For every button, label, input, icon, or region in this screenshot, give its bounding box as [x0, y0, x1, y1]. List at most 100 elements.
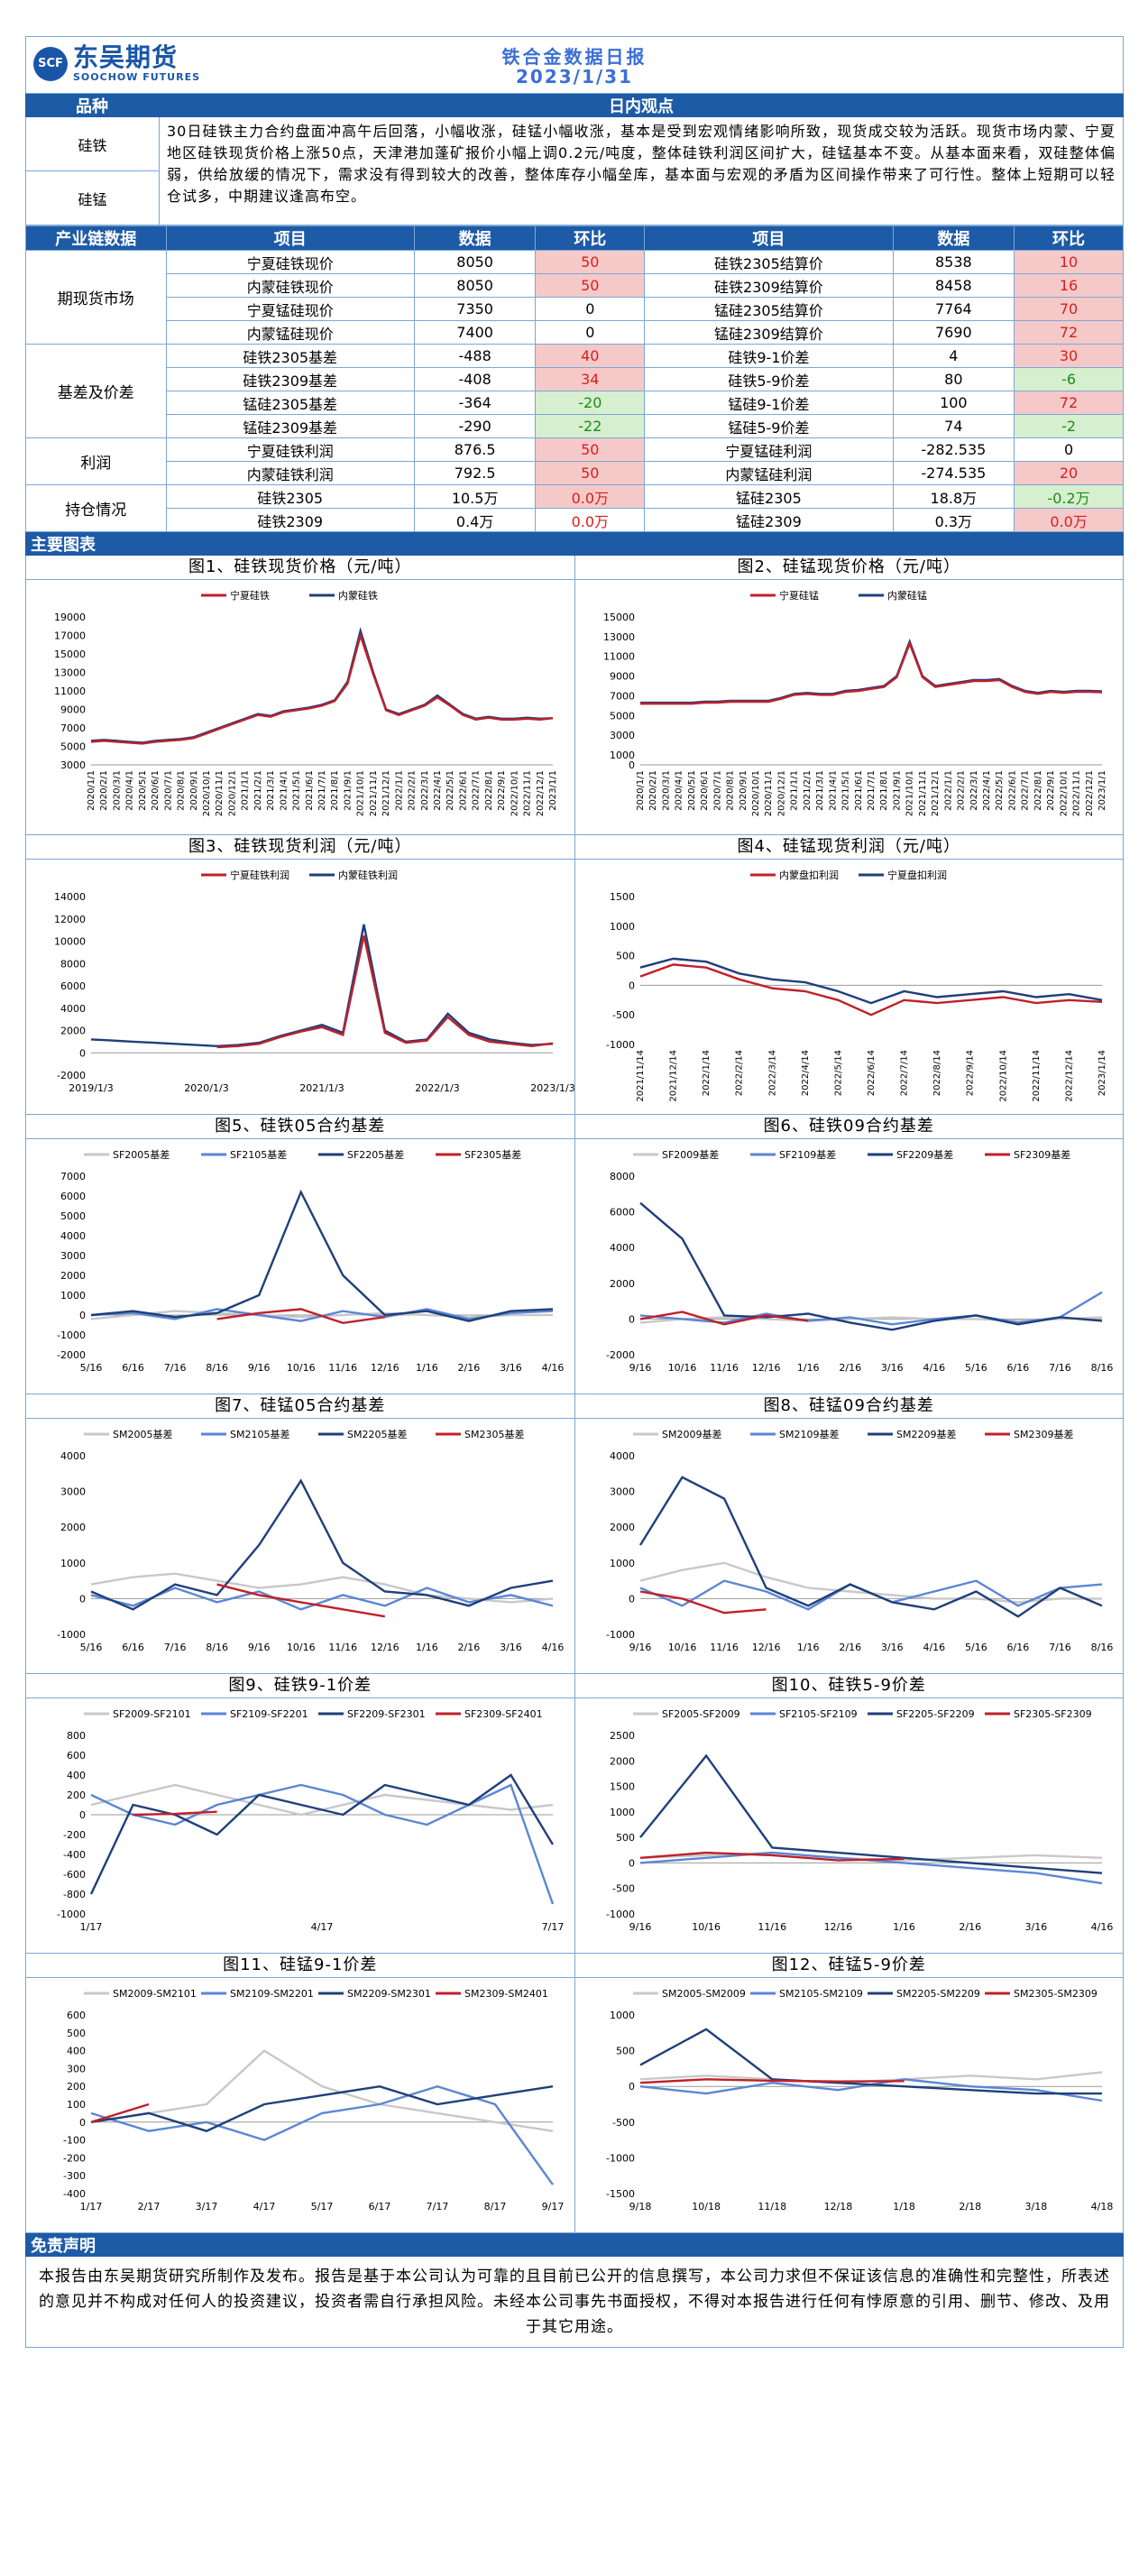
x-tick-label: 2022/6/1 [1007, 770, 1017, 811]
legend-label: SM2305基差 [464, 1428, 524, 1440]
x-tick-label: 9/17 [542, 2201, 565, 2213]
x-tick-label: 2022/7/1 [472, 770, 482, 811]
x-tick-label: 2020/4/1 [125, 770, 135, 811]
y-tick-label: 1500 [610, 891, 635, 903]
x-tick-label: 11/16 [328, 1362, 357, 1374]
x-tick-label: 2020/6/1 [151, 770, 161, 811]
x-tick-label: 9/16 [629, 1921, 651, 1933]
value-cell: 10.5万 [413, 484, 537, 509]
x-tick-label: 2021/2/1 [253, 770, 263, 811]
series-line [639, 1851, 905, 1862]
x-tick-label: 2021/7/1 [867, 770, 877, 811]
x-tick-label: 2020/11/1 [764, 770, 774, 816]
y-tick-label: -1000 [606, 1629, 635, 1641]
x-tick-label: 4/17 [311, 1921, 334, 1933]
table-header-row: 产业链数据 项目 数据 环比 项目 数据 环比 [25, 225, 1124, 251]
x-tick-label: 2/17 [138, 2201, 161, 2213]
x-tick-label: 2021/3/1 [266, 770, 276, 811]
legend-label: SF2305-SF2309 [1014, 1708, 1092, 1720]
chart-panel: 图9、硅铁9-1价差 SF2009-SF2101 SF2109-SF2201 SF22… [26, 1674, 575, 1954]
legend-label: 内蒙硅锰 [887, 589, 927, 602]
value-cell: 7764 [892, 297, 1015, 321]
chart-svg: SF2009-SF2101 SF2109-SF2201 SF2209-SF2301 S… [57, 1708, 564, 1933]
table-row: 锰硅2309基差 -290 -22 锰硅5-9价差 74 -2 [26, 414, 1124, 438]
y-tick-label: 100 [67, 2099, 86, 2111]
x-tick-label: 4/16 [1090, 1921, 1113, 1933]
series-line [639, 1311, 808, 1326]
item-cell: 内蒙硅铁利润 [165, 461, 415, 485]
series-line [90, 1572, 554, 1604]
item-cell: 宁夏硅铁利润 [165, 437, 415, 462]
x-tick-label: 11/16 [758, 1921, 786, 1933]
series-line [90, 631, 554, 745]
x-tick-label: 2019/1/3 [69, 1082, 113, 1094]
legend-label: SM2109-SM2201 [230, 1988, 314, 2000]
series-line [90, 1478, 554, 1611]
x-tick-label: 2020/1/1 [636, 770, 646, 811]
x-tick-label: 2022/9/1 [1046, 770, 1056, 811]
x-tick-label: 6/16 [1006, 1362, 1029, 1374]
table-row: 宁夏锰硅现价 7350 0 锰硅2305结算价 7764 70 [26, 297, 1124, 321]
chart-svg: SM2005-SM2009 SM2105-SM2109 SM2205-SM2209 S… [606, 1988, 1113, 2213]
legend-label: SF2105基差 [230, 1148, 287, 1161]
table-header-cell: 数据 [413, 225, 537, 251]
y-tick-label: 1000 [610, 2010, 635, 2021]
series-line [90, 626, 554, 744]
table-header-cell: 环比 [535, 225, 646, 251]
x-tick-label: 2022/8/1 [484, 770, 494, 811]
y-tick-label: 0 [629, 980, 635, 991]
y-tick-label: -400 [63, 2188, 86, 2200]
legend-label: SM2309-SM2401 [464, 1988, 548, 2000]
x-tick-label: 2/16 [458, 1642, 481, 1653]
series-line [638, 2028, 1102, 2095]
x-tick-label: 3/16 [500, 1362, 522, 1374]
item-cell: 宁夏锰硅利润 [644, 437, 894, 462]
value-cell: 4 [892, 344, 1015, 368]
chart-title: 图4、硅锰现货利润（元/吨） [574, 835, 1123, 860]
x-tick-label: 7/16 [1049, 1642, 1071, 1653]
x-tick-label: 2021/12/1 [381, 770, 391, 816]
x-tick-label: 2022/10/1 [510, 770, 519, 816]
x-tick-label: 8/16 [206, 1362, 228, 1374]
y-tick-label: 0 [629, 1857, 635, 1869]
legend-label: SM2105-SM2109 [779, 1988, 863, 2000]
y-tick-label: 14000 [54, 891, 86, 903]
legend-label: SF2005基差 [113, 1148, 170, 1161]
x-tick-label: 8/16 [1090, 1642, 1113, 1653]
table-row: 内蒙硅铁利润 792.5 50 内蒙锰硅利润 -274.535 20 [26, 461, 1124, 485]
x-tick-label: 9/16 [248, 1642, 271, 1653]
x-tick-label: 11/18 [758, 2201, 786, 2213]
change-cell: 30 [1014, 344, 1124, 368]
y-tick-label: 2000 [610, 1522, 635, 1533]
series-line [90, 1783, 555, 1905]
change-cell: 50 [535, 461, 646, 485]
x-tick-label: 1/16 [416, 1642, 438, 1653]
table-row: 期现货市场 宁夏硅铁现价 8050 50 硅铁2305结算价 8538 10 [25, 250, 1124, 345]
report-date: 2023/1/31 [515, 66, 634, 87]
value-cell: 8050 [413, 273, 537, 298]
change-cell: -2 [1014, 414, 1124, 438]
y-tick-label: 9000 [610, 671, 635, 683]
report-page: SCF 东吴期货 SOOCHOW FUTURES 铁合金数据日报 2023/1/… [25, 36, 1124, 2558]
table-row: 内蒙硅铁现价 8050 50 硅铁2309结算价 8458 16 [26, 273, 1124, 298]
x-tick-label: 11/16 [328, 1642, 357, 1653]
x-tick-label: 2020/6/1 [700, 770, 710, 811]
legend-label: SF2209基差 [896, 1148, 953, 1161]
y-tick-label: 3000 [60, 759, 86, 771]
item-cell: 宁夏硅铁现价 [165, 250, 415, 274]
legend-label: 内蒙盘扣利润 [779, 869, 839, 881]
change-cell: 34 [535, 367, 646, 391]
x-tick-label: 2022/5/1 [995, 770, 1005, 811]
series-line [639, 640, 1102, 705]
table-row: 锰硅2305基差 -364 -20 锰硅9-1价差 100 72 [26, 391, 1124, 415]
y-tick-label: -500 [612, 2117, 635, 2129]
series-line [90, 1587, 554, 1611]
chart-panel: 图5、硅铁05合约基差 SF2005基差 SF2105基差 SF2205基差 SF230… [26, 1115, 575, 1394]
y-tick-label: 400 [67, 2046, 86, 2057]
value-cell: -364 [413, 391, 537, 415]
x-tick-label: 12/16 [751, 1362, 780, 1374]
x-tick-label: 2022/9/14 [965, 1050, 975, 1096]
change-cell: 0.0万 [1014, 508, 1124, 532]
x-tick-label: 2022/7/14 [899, 1050, 909, 1096]
y-tick-label: 600 [67, 1750, 86, 1762]
